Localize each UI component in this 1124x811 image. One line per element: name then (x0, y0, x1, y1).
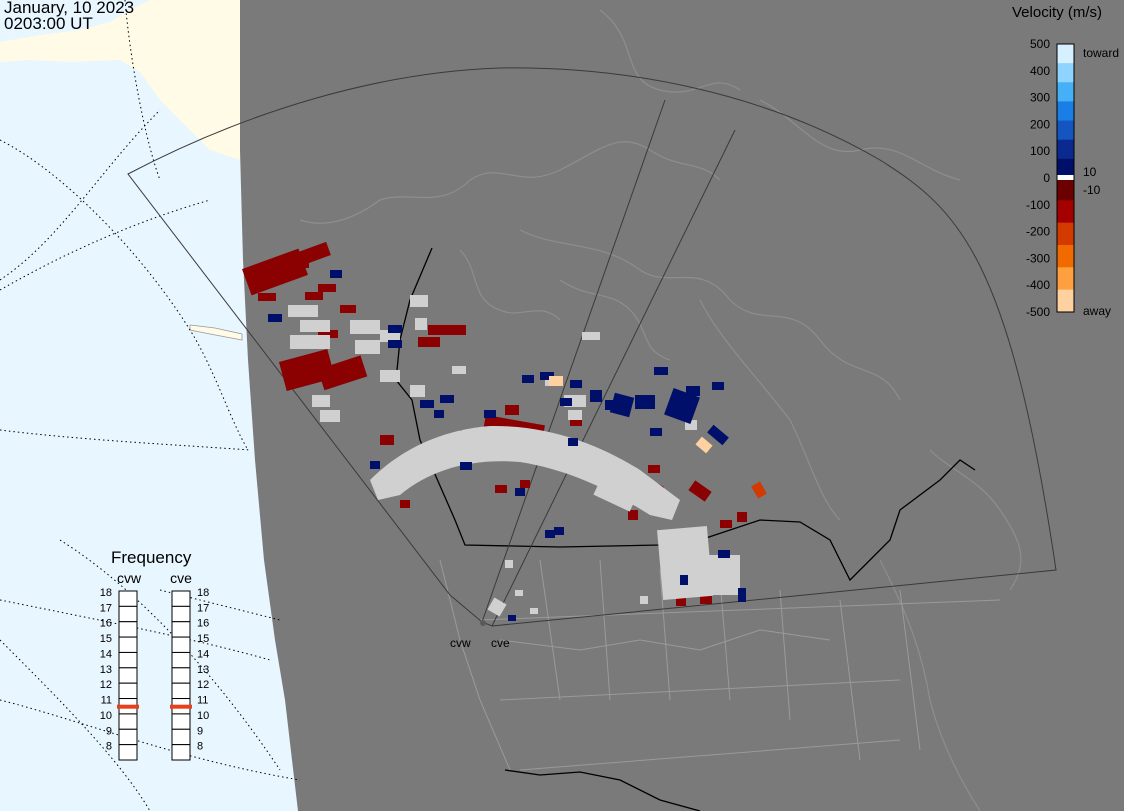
frequency-tick-label: 15 (100, 633, 112, 645)
colorbar-neg-threshold: -10 (1083, 183, 1101, 197)
frequency-tick-label: 12 (197, 679, 209, 691)
frequency-radar-label: cve (170, 570, 192, 586)
date-label: January, 10 2023 (4, 0, 135, 17)
frequency-cell (171, 667, 191, 684)
frequency-cell (171, 590, 191, 607)
velocity-cell-pale (549, 376, 563, 386)
ground-scatter-cells (288, 295, 740, 617)
colorbar-tick-label: 0 (1043, 171, 1050, 185)
frequency-cell (118, 744, 138, 761)
colorbar-segment (1057, 101, 1074, 122)
colorbar-tick-label: 100 (1030, 144, 1050, 158)
colorbar-segment (1057, 139, 1074, 160)
frequency-cell (118, 621, 138, 638)
colorbar-tick-label: 300 (1030, 91, 1050, 105)
colorbar-segment (1057, 63, 1074, 83)
frequency-marker (117, 704, 139, 709)
frequency-tick-label: 15 (197, 633, 209, 645)
frequency-tick-label: 17 (100, 602, 112, 614)
frequency-cell (171, 713, 191, 730)
frequency-cell (171, 621, 191, 638)
frequency-radar-label: cvw (117, 570, 142, 586)
radar-label-cve: cve (491, 636, 510, 650)
radar-label-cvw: cvw (450, 636, 471, 650)
frequency-cell (118, 590, 138, 607)
frequency-title: Frequency (111, 548, 192, 567)
colorbar-segment (1057, 200, 1074, 224)
colorbar-pos-threshold: 10 (1083, 165, 1097, 179)
velocity-toward-cells (268, 270, 746, 621)
colorbar-tick-label: -500 (1026, 305, 1050, 319)
frequency-cell (171, 636, 191, 653)
time-label: 0203:00 UT (4, 14, 93, 33)
frequency-tick-label: 18 (197, 587, 209, 599)
alaska-land (0, 0, 240, 160)
frequency-cell (118, 667, 138, 684)
colorbar-tick-label: -400 (1026, 278, 1050, 292)
colorbar-segment (1057, 44, 1074, 64)
frequency-tick-label: 10 (197, 710, 209, 722)
borders (439, 559, 1001, 771)
frequency-tick-label: 11 (101, 695, 112, 707)
colorbar-segment (1057, 120, 1074, 141)
colorbar-segment (1057, 267, 1074, 291)
radar-fov (127, 67, 1057, 627)
colorbar-segment (1057, 158, 1074, 179)
frequency-tick-label: 8 (106, 741, 112, 753)
colorbar-segment (1057, 245, 1074, 268)
coastlines (299, 9, 1022, 811)
frequency-tick-label: 9 (197, 725, 203, 737)
frequency-tick-label: 17 (197, 602, 209, 614)
colorbar-toward-label: toward (1083, 46, 1119, 60)
frequency-cell (171, 744, 191, 761)
frequency-tick-label: 10 (100, 710, 112, 722)
frequency-cell (118, 728, 138, 746)
frequency-cell (118, 682, 138, 700)
frequency-tick-label: 13 (100, 664, 112, 676)
velocity-colorbar: 500 400 300 200 100 0 -100 -200 -300 -400 -500 towa… (1026, 37, 1119, 319)
frequency-tick-label: 13 (197, 664, 209, 676)
colorbar-frame (1056, 43, 1075, 313)
frequency-tick-label: 16 (197, 618, 209, 630)
frequency-tick-label: 14 (197, 648, 209, 660)
frequency-tick-label: 14 (100, 648, 112, 660)
frequency-cell (171, 682, 191, 700)
colorbar-title: Velocity (m/s) (1012, 4, 1103, 21)
frequency-tick-label: 12 (100, 679, 112, 691)
frequency-tick-label: 18 (100, 587, 112, 599)
colorbar-tick-label: 400 (1030, 64, 1050, 78)
frequency-cell (118, 713, 138, 730)
colorbar-away-label: away (1083, 304, 1111, 318)
frequency-tick-label: 8 (197, 741, 203, 753)
frequency-panel: cvw 18 17 16 15 14 13 12 11 10 9 8 cve 18 17 16 15 14 13 12… (100, 570, 209, 761)
velocity-cell-pale (695, 436, 713, 454)
frequency-cell (118, 636, 138, 653)
velocity-cell-orange (751, 481, 767, 499)
frequency-tick-label: 9 (106, 725, 112, 737)
colorbar-tick-label: -100 (1026, 198, 1050, 212)
timestamp: January, 10 2023 0203:00 UT (4, 0, 134, 32)
frequency-tick-label: 11 (197, 695, 208, 707)
frequency-tick-label: 16 (100, 618, 112, 630)
colorbar-tick-label: 500 (1030, 37, 1050, 51)
frequency-cell (171, 728, 191, 746)
frequency-cell (171, 651, 191, 669)
frequency-cell (118, 651, 138, 669)
colorbar-zero-band (1057, 175, 1074, 180)
frequency-cell (171, 605, 191, 623)
frequency-marker (170, 704, 192, 709)
colorbar-tick-label: 200 (1030, 117, 1050, 131)
colorbar-tick-label: -200 (1026, 225, 1050, 239)
colorbar-segment (1057, 82, 1074, 102)
colorbar-segment (1057, 289, 1074, 313)
colorbar-segment (1057, 222, 1074, 246)
colorbar-segment (1057, 178, 1074, 201)
colorbar-tick-label: -300 (1026, 251, 1050, 265)
frequency-cell (118, 605, 138, 623)
radar-site-marker (480, 620, 486, 626)
